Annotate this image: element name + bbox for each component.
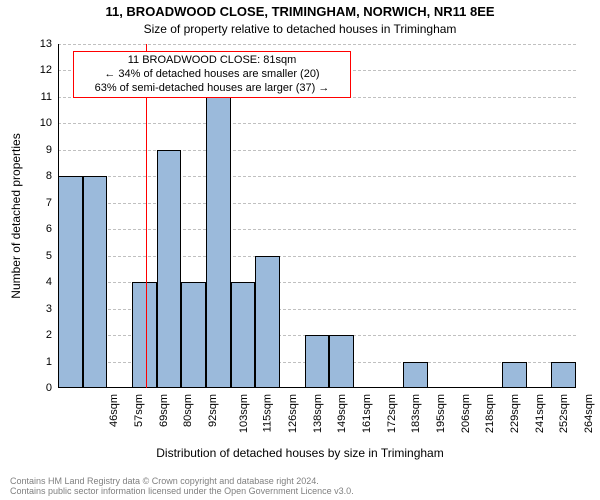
- y-tick-label: 13: [28, 38, 52, 50]
- x-tick-label: 115sqm: [262, 394, 274, 432]
- gridline: [58, 123, 576, 124]
- histogram-bar: [231, 282, 256, 388]
- x-tick-label: 183sqm: [410, 394, 422, 433]
- annotation-line: 63% of semi-detached houses are larger (…: [78, 82, 346, 96]
- gridline: [58, 256, 576, 257]
- histogram-bar: [83, 176, 108, 388]
- y-tick-label: 5: [28, 250, 52, 262]
- chart-title: 11, BROADWOOD CLOSE, TRIMINGHAM, NORWICH…: [0, 4, 600, 19]
- x-tick-label: 161sqm: [361, 394, 373, 433]
- annotation-line: ← 34% of detached houses are smaller (20…: [78, 68, 346, 82]
- histogram-bar: [58, 176, 83, 388]
- gridline: [58, 44, 576, 45]
- x-tick-label: 138sqm: [312, 394, 324, 433]
- x-tick-label: 195sqm: [435, 394, 447, 433]
- chart-container: 11, BROADWOOD CLOSE, TRIMINGHAM, NORWICH…: [0, 0, 600, 500]
- y-tick-label: 2: [28, 329, 52, 341]
- footer-attribution: Contains HM Land Registry data © Crown c…: [10, 476, 590, 496]
- x-tick-label: 92sqm: [207, 394, 219, 427]
- footer-line: Contains public sector information licen…: [10, 486, 590, 496]
- y-tick-label: 7: [28, 197, 52, 209]
- chart-subtitle: Size of property relative to detached ho…: [0, 22, 600, 36]
- y-tick-label: 6: [28, 223, 52, 235]
- x-tick-label: 149sqm: [336, 394, 348, 433]
- histogram-bar: [181, 282, 206, 388]
- gridline: [58, 203, 576, 204]
- histogram-bar: [502, 362, 527, 388]
- y-tick-label: 8: [28, 170, 52, 182]
- annotation-box: 11 BROADWOOD CLOSE: 81sqm← 34% of detach…: [73, 51, 351, 98]
- y-tick-label: 3: [28, 303, 52, 315]
- x-tick-label: 206sqm: [460, 394, 472, 433]
- histogram-bar: [305, 335, 330, 388]
- y-tick-label: 11: [28, 91, 52, 103]
- x-tick-label: 218sqm: [484, 394, 496, 433]
- y-tick-label: 12: [28, 64, 52, 76]
- y-tick-label: 1: [28, 356, 52, 368]
- histogram-bar: [551, 362, 576, 388]
- x-axis-label: Distribution of detached houses by size …: [0, 446, 600, 460]
- x-tick-label: 103sqm: [238, 394, 250, 433]
- x-tick-label: 172sqm: [386, 394, 398, 433]
- y-tick-label: 0: [28, 382, 52, 394]
- gridline: [58, 150, 576, 151]
- y-axis-label: Number of detached properties: [9, 133, 23, 298]
- histogram-bar: [329, 335, 354, 388]
- x-tick-label: 241sqm: [534, 394, 546, 433]
- y-tick-label: 10: [28, 117, 52, 129]
- x-tick-label: 46sqm: [108, 394, 120, 427]
- footer-line: Contains HM Land Registry data © Crown c…: [10, 476, 590, 486]
- x-tick-label: 264sqm: [583, 394, 595, 433]
- x-tick-label: 80sqm: [182, 394, 194, 427]
- histogram-bar: [255, 256, 280, 388]
- y-tick-label: 4: [28, 276, 52, 288]
- x-tick-label: 252sqm: [558, 394, 570, 433]
- x-tick-label: 57sqm: [133, 394, 145, 427]
- histogram-bar: [132, 282, 157, 388]
- gridline: [58, 229, 576, 230]
- histogram-bar: [157, 150, 182, 388]
- histogram-bar: [403, 362, 428, 388]
- y-tick-label: 9: [28, 144, 52, 156]
- x-tick-label: 126sqm: [287, 394, 299, 433]
- x-tick-label: 69sqm: [158, 394, 170, 427]
- annotation-line: 11 BROADWOOD CLOSE: 81sqm: [78, 54, 346, 68]
- gridline: [58, 176, 576, 177]
- x-tick-label: 229sqm: [509, 394, 521, 433]
- histogram-bar: [206, 97, 231, 388]
